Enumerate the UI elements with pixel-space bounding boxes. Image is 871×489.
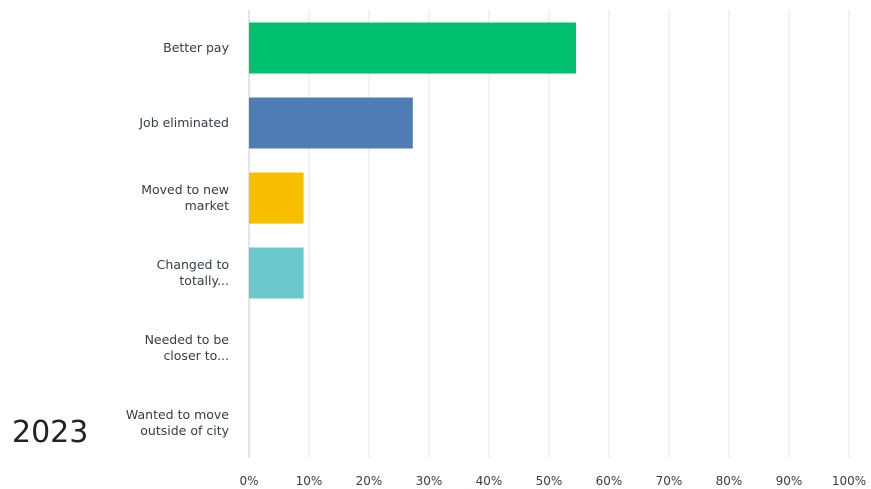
bar [249, 172, 304, 224]
bar [249, 97, 413, 149]
x-axis-ticks: 0% 10% 20% 30% 40% 50% 60% 70% 80% 90% 100% [239, 474, 866, 488]
gridlines [248, 10, 850, 458]
category-label: Moved to new market [141, 182, 229, 213]
x-tick-label: 10% [296, 474, 323, 488]
category-label: Better pay [163, 40, 229, 55]
category-label: Job eliminated [138, 115, 229, 130]
x-tick-label: 0% [239, 474, 258, 488]
x-tick-label: 60% [596, 474, 623, 488]
x-tick-label: 50% [536, 474, 563, 488]
bar [249, 22, 576, 74]
bars [249, 22, 576, 299]
x-tick-label: 30% [416, 474, 443, 488]
category-label: Changed to totally... [157, 257, 229, 288]
x-tick-label: 100% [832, 474, 866, 488]
x-tick-label: 40% [476, 474, 503, 488]
x-tick-label: 90% [776, 474, 803, 488]
x-tick-label: 80% [716, 474, 743, 488]
category-labels: Better pay Job eliminated Moved to new mark… [126, 40, 230, 438]
category-label: Needed to be closer to... [145, 332, 230, 363]
bar [249, 247, 304, 299]
year-label: 2023 [12, 415, 89, 450]
x-tick-label: 20% [356, 474, 383, 488]
category-label: Wanted to move outside of city [126, 407, 230, 438]
x-tick-label: 70% [656, 474, 683, 488]
